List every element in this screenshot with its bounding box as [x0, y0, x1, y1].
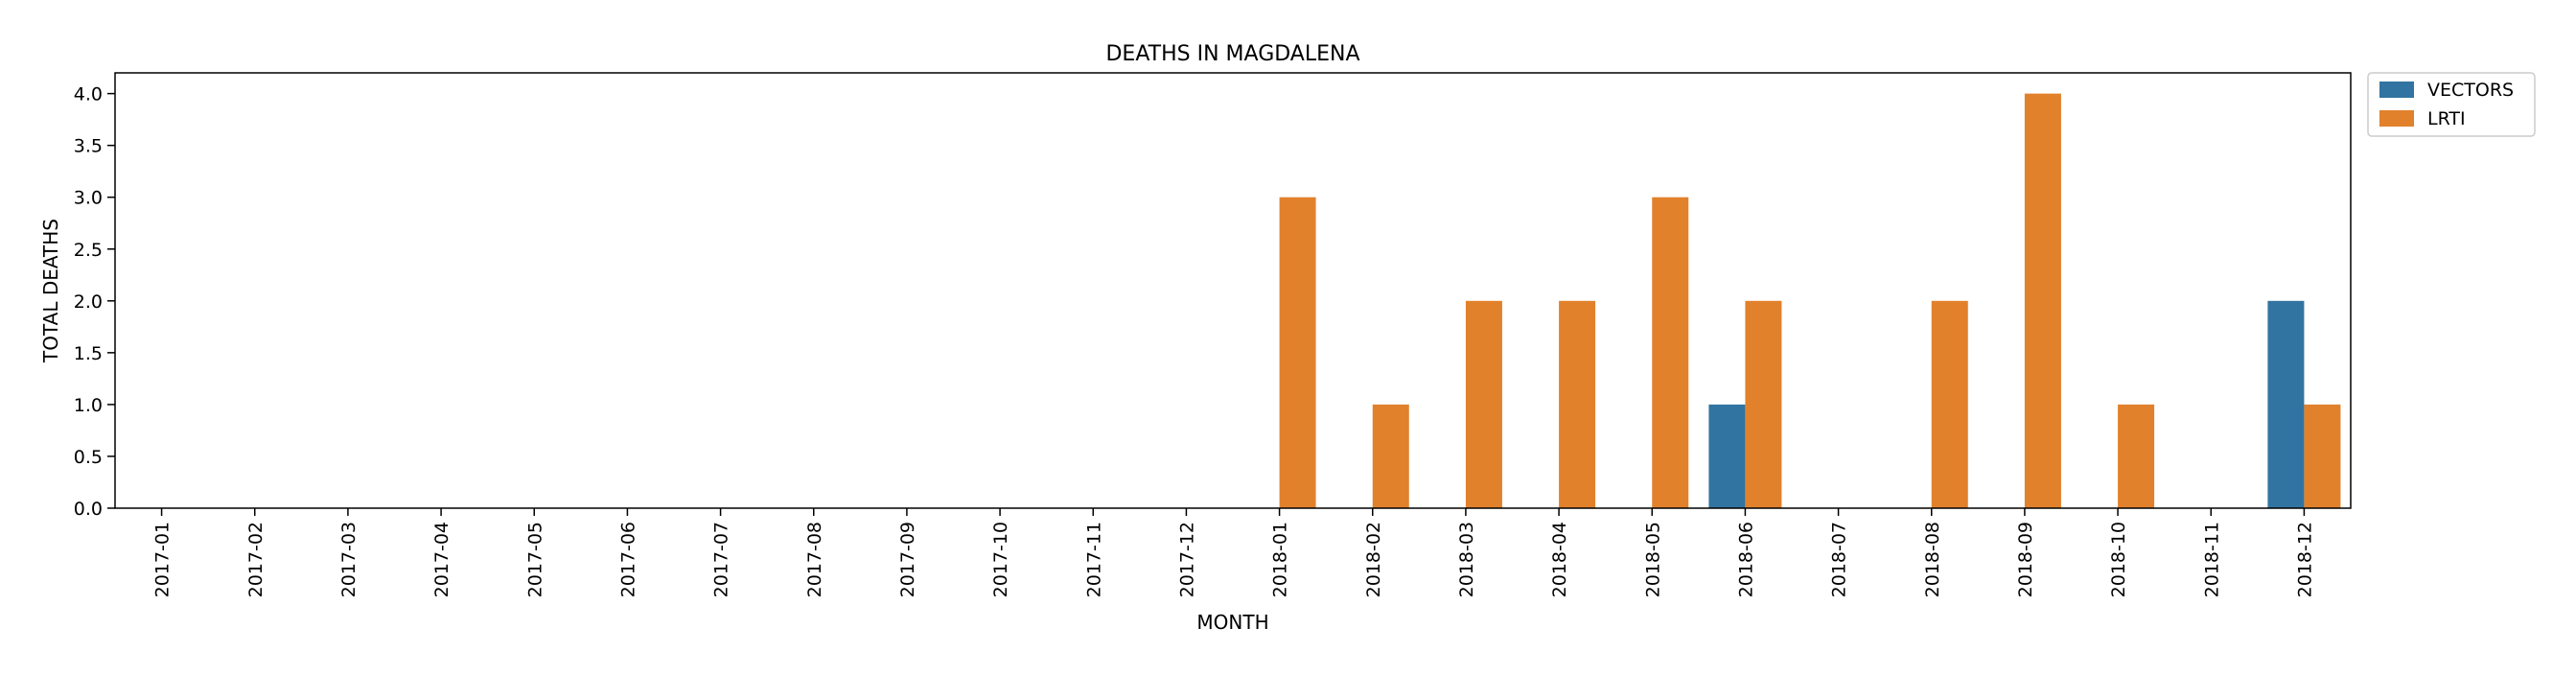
y-tick-label: 0.0	[74, 499, 103, 520]
x-tick-label: 2018-08	[1922, 522, 1943, 597]
legend-swatch-lrti	[2379, 110, 2414, 127]
y-tick-label: 1.5	[74, 343, 103, 364]
plot-area	[1279, 93, 2341, 508]
y-tick-label: 2.5	[74, 240, 103, 261]
x-tick-label: 2017-04	[431, 522, 453, 597]
x-tick-label: 2018-02	[1363, 522, 1384, 597]
x-tick-label: 2018-09	[2015, 522, 2036, 597]
x-tick-label: 2018-07	[1829, 522, 1850, 597]
legend-swatch-vectors	[2379, 81, 2414, 98]
bar-vectors-2018-06	[1708, 404, 1746, 508]
bar-lrti-2018-03	[1465, 300, 1502, 508]
bar-lrti-2018-04	[1559, 300, 1596, 508]
y-tick-label: 3.5	[74, 136, 103, 157]
plot-frame	[114, 72, 2352, 509]
x-tick-label: 2017-05	[524, 522, 545, 597]
bar-vectors-2018-12	[2267, 300, 2305, 508]
x-tick-label: 2017-06	[617, 522, 638, 597]
x-tick-label: 2018-03	[1456, 522, 1477, 597]
y-tick-label: 0.5	[74, 447, 103, 468]
y-axis-label: TOTAL DEATHS	[39, 219, 62, 363]
x-tick-label: 2017-11	[1083, 522, 1104, 597]
legend: VECTORS LRTI	[2367, 72, 2536, 137]
x-tick-label: 2017-09	[897, 522, 918, 597]
legend-label-vectors: VECTORS	[2427, 80, 2514, 101]
x-tick-label: 2017-12	[1176, 522, 1197, 597]
x-tick-label: 2018-01	[1270, 522, 1291, 597]
x-tick-label: 2018-06	[1735, 522, 1756, 597]
y-tick-label: 1.0	[74, 395, 103, 416]
x-axis: 2017-01 2017-02 2017-03 2017-04 2017-05 2017-…	[152, 508, 2315, 597]
x-tick-label: 2017-03	[338, 522, 360, 597]
bar-lrti-2018-09	[2024, 93, 2061, 508]
x-tick-label: 2018-10	[2108, 522, 2129, 597]
x-axis-label: MONTH	[1196, 611, 1268, 634]
bar-lrti-2018-10	[2118, 404, 2155, 508]
x-tick-label: 2018-12	[2294, 522, 2315, 597]
x-tick-label: 2017-01	[152, 522, 174, 597]
bar-lrti-2018-05	[1652, 197, 1689, 508]
y-axis: 0.0 0.5 1.0 1.5 2.0 2.5 3.0 3.5 4.0	[74, 84, 115, 520]
bar-lrti-2018-12	[2304, 404, 2341, 508]
x-tick-label: 2018-04	[1549, 522, 1570, 597]
bar-lrti-2018-08	[1931, 300, 1968, 508]
bar-lrti-2018-02	[1372, 404, 1409, 508]
legend-label-lrti: LRTI	[2427, 108, 2466, 129]
y-tick-label: 4.0	[74, 84, 103, 105]
x-tick-label: 2017-10	[990, 522, 1011, 597]
x-tick-label: 2017-02	[245, 522, 267, 597]
bar-lrti-2018-06	[1745, 300, 1782, 508]
bar-lrti-2018-01	[1279, 197, 1316, 508]
y-tick-label: 2.0	[74, 291, 103, 313]
chart-title: DEATHS IN MAGDALENA	[1105, 42, 1359, 66]
x-tick-label: 2018-11	[2201, 522, 2222, 597]
y-tick-label: 3.0	[74, 188, 103, 209]
x-tick-label: 2017-08	[804, 522, 825, 597]
x-tick-label: 2018-05	[1642, 522, 1663, 597]
x-tick-label: 2017-07	[711, 522, 732, 597]
